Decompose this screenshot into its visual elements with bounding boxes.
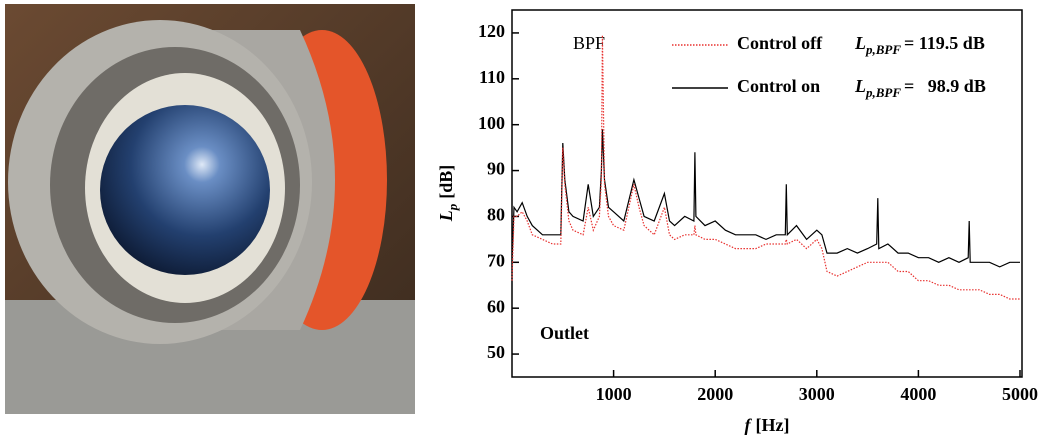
y-unit: [dB] bbox=[436, 165, 456, 199]
level-symbol: L bbox=[854, 76, 866, 96]
inset-label: Outlet bbox=[540, 323, 589, 343]
y-tick-label: 90 bbox=[487, 159, 505, 179]
series-line bbox=[511, 35, 1020, 300]
y-tick-label: 120 bbox=[478, 21, 505, 41]
legend-label: Control off bbox=[737, 33, 823, 53]
x-axis-label: f [Hz] bbox=[745, 415, 790, 435]
level-annotation: Lp,BPF = 119.5 dB bbox=[854, 33, 985, 57]
y-tick-label: 50 bbox=[487, 342, 505, 362]
y-subscript: p bbox=[445, 203, 460, 211]
y-axis-label: Lp [dB] bbox=[436, 165, 460, 223]
x-tick-label: 5000 bbox=[1002, 384, 1038, 404]
level-text: = 119.5 dB bbox=[904, 33, 985, 53]
plot-frame bbox=[511, 9, 1023, 378]
y-tick-label: 60 bbox=[487, 296, 505, 316]
x-tick-label: 4000 bbox=[900, 384, 936, 404]
x-tick-label: 1000 bbox=[596, 384, 632, 404]
x-unit: [Hz] bbox=[756, 415, 790, 435]
level-text: = 98.9 dB bbox=[904, 76, 986, 96]
photo bbox=[5, 4, 415, 414]
annotation: BPF bbox=[573, 33, 605, 53]
y-tick-label: 70 bbox=[487, 250, 505, 270]
x-tick-label: 2000 bbox=[697, 384, 733, 404]
y-tick-label: 80 bbox=[487, 205, 505, 225]
x-symbol: f bbox=[745, 415, 753, 435]
level-subscript: p,BPF bbox=[865, 42, 901, 57]
y-tick-label: 110 bbox=[479, 67, 505, 87]
level-subscript: p,BPF bbox=[865, 85, 901, 100]
legend-label: Control on bbox=[737, 76, 820, 96]
y-tick-label: 100 bbox=[478, 113, 505, 133]
y-symbol: L bbox=[436, 210, 456, 222]
x-tick-label: 3000 bbox=[799, 384, 835, 404]
series-line bbox=[511, 129, 1020, 268]
level-annotation: Lp,BPF = 98.9 dB bbox=[854, 76, 986, 100]
level-symbol: L bbox=[854, 33, 866, 53]
